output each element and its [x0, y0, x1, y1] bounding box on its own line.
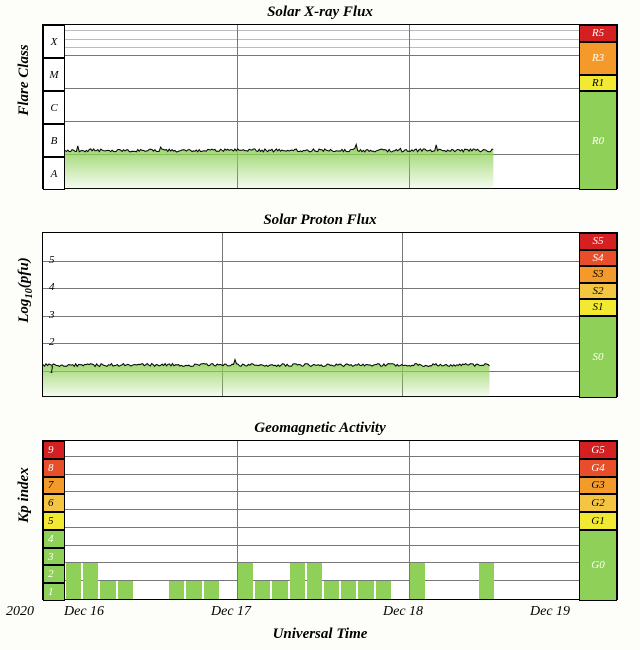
kp-bar	[238, 563, 253, 599]
scale-band: R3	[579, 42, 617, 75]
kp-left-band: 7	[43, 477, 65, 495]
kp-left-band: 9	[43, 441, 65, 459]
scale-band: S0	[579, 316, 617, 399]
kp-left-band: 4	[43, 530, 65, 548]
proton-ytick: 3	[49, 309, 55, 321]
xaxis-label: Universal Time	[0, 626, 640, 643]
xaxis-tick: Dec 17	[211, 604, 251, 620]
scale-band: S5	[579, 233, 617, 250]
kp-left-band: 3	[43, 548, 65, 566]
kp-bar	[341, 581, 356, 599]
kp-bar	[358, 581, 373, 599]
kp-left-band: 2	[43, 565, 65, 583]
kp-bar	[100, 581, 115, 599]
scale-band: S4	[579, 250, 617, 267]
kp-ylabel: Kp index	[16, 430, 33, 560]
kp-plot: 123456789 G5G4G3G2G1G0	[42, 440, 618, 600]
kp-bar	[410, 563, 425, 599]
xaxis-year: 2020	[6, 604, 34, 620]
kp-bar	[479, 563, 494, 599]
kp-bar	[118, 581, 133, 599]
scale-band: G4	[579, 459, 617, 477]
proton-ylabel: Log10(pfu)	[16, 220, 35, 360]
xray-plot: ABCMX R5R3R1R0	[42, 24, 618, 189]
kp-bar	[66, 563, 81, 599]
scale-band: R1	[579, 75, 617, 92]
scale-band: G1	[579, 512, 617, 530]
kp-left-band: 5	[43, 512, 65, 530]
scale-band: G3	[579, 477, 617, 495]
flare-class-band: C	[43, 91, 65, 124]
scale-band: G5	[579, 441, 617, 459]
kp-title: Geomagnetic Activity	[0, 420, 640, 437]
kp-bar	[290, 563, 305, 599]
kp-bar	[307, 563, 322, 599]
kp-bar	[83, 563, 98, 599]
kp-bar	[324, 581, 339, 599]
proton-ytick: 2	[49, 336, 55, 348]
xray-title: Solar X-ray Flux	[0, 4, 640, 21]
kp-bar	[169, 581, 184, 599]
flare-class-band: A	[43, 157, 65, 190]
proton-title: Solar Proton Flux	[0, 212, 640, 229]
flare-class-band: B	[43, 124, 65, 157]
space-weather-panel: Solar X-ray Flux Flare Class ABCMX R5R3R1…	[0, 0, 640, 650]
kp-bar	[204, 581, 219, 599]
scale-band: G2	[579, 494, 617, 512]
scale-band: R5	[579, 25, 617, 42]
scale-band: S3	[579, 266, 617, 283]
scale-band: S2	[579, 283, 617, 300]
kp-bar	[272, 581, 287, 599]
kp-bar	[186, 581, 201, 599]
kp-left-band: 8	[43, 459, 65, 477]
proton-plot: 1 2 3 4 5 S5S4S3S2S1S0	[42, 232, 618, 397]
xaxis-tick: Dec 19	[530, 604, 570, 620]
scale-band: S1	[579, 299, 617, 316]
proton-ytick: 5	[49, 254, 55, 266]
scale-band: G0	[579, 530, 617, 601]
kp-left-band: 6	[43, 494, 65, 512]
xaxis-tick: Dec 16	[64, 604, 104, 620]
kp-left-band: 1	[43, 583, 65, 601]
flare-class-band: X	[43, 25, 65, 58]
proton-ytick: 4	[49, 281, 55, 293]
kp-bar	[255, 581, 270, 599]
xaxis-tick: Dec 18	[383, 604, 423, 620]
kp-bar	[376, 581, 391, 599]
flare-class-band: M	[43, 58, 65, 91]
scale-band: R0	[579, 91, 617, 190]
xray-ylabel: Flare Class	[16, 10, 33, 150]
proton-ytick: 1	[49, 364, 55, 376]
